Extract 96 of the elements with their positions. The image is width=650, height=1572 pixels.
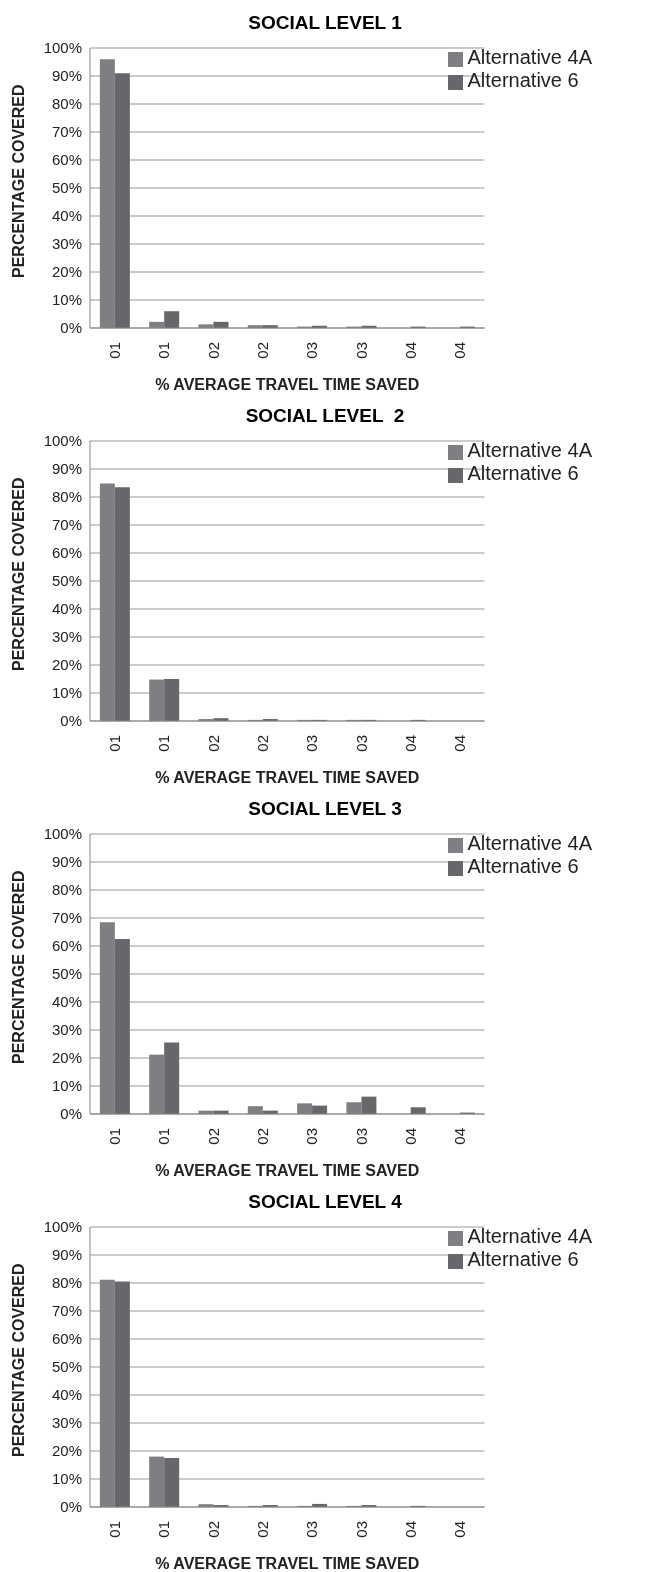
y-tick-label: 50% — [51, 1358, 82, 1376]
x-tick-label: 02 — [204, 1521, 222, 1538]
y-tick-label: 0% — [60, 319, 82, 337]
x-tick-label: 04 — [451, 735, 469, 752]
x-tick-label: 03 — [303, 342, 321, 359]
legend-label: Alternative 4A — [467, 1225, 592, 1247]
x-tick-label: 02 — [254, 1128, 272, 1145]
y-tick-label: 70% — [51, 516, 82, 534]
x-tick-label: 01 — [155, 342, 173, 359]
x-tick-label: 04 — [451, 1128, 469, 1145]
y-tick-label: 60% — [51, 151, 82, 169]
y-tick-label: 100% — [43, 1218, 82, 1236]
x-axis-title: % AVERAGE TRAVEL TIME SAVED — [155, 1162, 420, 1179]
x-tick-label: 03 — [303, 1521, 321, 1538]
y-tick-label: 0% — [60, 1498, 82, 1516]
y-tick-label: 20% — [51, 1442, 82, 1460]
y-tick-label: 20% — [51, 656, 82, 674]
x-tick-label: 03 — [352, 342, 370, 359]
y-tick-label: 90% — [51, 67, 82, 85]
chart-title: SOCIAL LEVEL 1 — [247, 11, 403, 35]
x-tick-label: 04 — [402, 735, 420, 752]
x-tick-label: 01 — [106, 342, 124, 359]
y-tick-label: 90% — [51, 853, 82, 871]
y-tick-label: 100% — [43, 432, 82, 450]
y-tick-label: 20% — [51, 1049, 82, 1067]
y-tick-label: 10% — [51, 1077, 82, 1095]
chart-title: SOCIAL LEVEL 4 — [247, 1190, 403, 1214]
y-tick-label: 10% — [51, 291, 82, 309]
legend-label: Alternative 6 — [467, 855, 579, 877]
y-tick-label: 30% — [51, 1021, 82, 1039]
y-tick-label: 20% — [51, 263, 82, 281]
chart-title: SOCIAL LEVEL 3 — [247, 797, 403, 821]
legend-label: Alternative 4A — [467, 439, 592, 461]
chart-title: SOCIAL LEVEL 2 — [244, 404, 406, 428]
y-tick-label: 30% — [51, 628, 82, 646]
y-tick-label: 40% — [51, 993, 82, 1011]
legend-label: Alternative 6 — [467, 1248, 579, 1270]
y-tick-label: 50% — [51, 572, 82, 590]
legend-label: Alternative 4A — [467, 46, 592, 68]
x-tick-label: 04 — [402, 1128, 420, 1145]
y-tick-label: 100% — [43, 825, 82, 843]
y-tick-label: 60% — [51, 937, 82, 955]
y-tick-label: 40% — [51, 600, 82, 618]
y-tick-label: 40% — [51, 1386, 82, 1404]
x-tick-label: 02 — [254, 1521, 272, 1538]
x-axis-title: % AVERAGE TRAVEL TIME SAVED — [155, 376, 420, 393]
x-tick-label: 03 — [303, 735, 321, 752]
x-tick-label: 01 — [106, 1128, 124, 1145]
y-tick-label: 40% — [51, 207, 82, 225]
y-axis-title: PERCENTAGE COVERED — [9, 477, 27, 671]
y-tick-label: 50% — [51, 965, 82, 983]
x-tick-label: 01 — [155, 1128, 173, 1145]
x-tick-label: 04 — [451, 1521, 469, 1538]
y-tick-label: 60% — [51, 544, 82, 562]
x-tick-label: 04 — [402, 342, 420, 359]
y-tick-label: 60% — [51, 1330, 82, 1348]
y-tick-label: 80% — [51, 1274, 82, 1292]
x-tick-label: 01 — [155, 1521, 173, 1538]
y-tick-label: 50% — [51, 179, 82, 197]
y-tick-label: 80% — [51, 881, 82, 899]
y-tick-label: 70% — [51, 909, 82, 927]
y-tick-label: 90% — [51, 1246, 82, 1264]
x-axis-title: % AVERAGE TRAVEL TIME SAVED — [155, 769, 420, 786]
x-tick-label: 02 — [254, 735, 272, 752]
x-tick-label: 03 — [352, 735, 370, 752]
x-tick-label: 03 — [352, 1521, 370, 1538]
y-tick-label: 10% — [51, 684, 82, 702]
legend-label: Alternative 6 — [467, 69, 579, 91]
x-tick-label: 02 — [204, 735, 222, 752]
x-tick-label: 03 — [352, 1128, 370, 1145]
y-tick-label: 70% — [51, 1302, 82, 1320]
x-tick-label: 04 — [451, 342, 469, 359]
x-axis-title: % AVERAGE TRAVEL TIME SAVED — [155, 1555, 420, 1572]
y-tick-label: 0% — [60, 1105, 82, 1123]
x-tick-label: 01 — [106, 735, 124, 752]
x-tick-label: 02 — [204, 342, 222, 359]
y-tick-label: 100% — [43, 39, 82, 57]
x-tick-label: 03 — [303, 1128, 321, 1145]
x-tick-label: 01 — [155, 735, 173, 752]
y-axis-title: PERCENTAGE COVERED — [9, 84, 27, 278]
y-tick-label: 0% — [60, 712, 82, 730]
y-tick-label: 80% — [51, 95, 82, 113]
y-axis-title: PERCENTAGE COVERED — [9, 1263, 27, 1457]
y-tick-label: 30% — [51, 1414, 82, 1432]
y-tick-label: 90% — [51, 460, 82, 478]
legend-label: Alternative 4A — [467, 832, 592, 854]
x-tick-label: 01 — [106, 1521, 124, 1538]
x-tick-label: 02 — [254, 342, 272, 359]
x-tick-label: 02 — [204, 1128, 222, 1145]
x-tick-label: 04 — [402, 1521, 420, 1538]
y-axis-title: PERCENTAGE COVERED — [9, 870, 27, 1064]
y-tick-label: 70% — [51, 123, 82, 141]
y-tick-label: 10% — [51, 1470, 82, 1488]
legend-label: Alternative 6 — [467, 462, 579, 484]
y-tick-label: 80% — [51, 488, 82, 506]
y-tick-label: 30% — [51, 235, 82, 253]
